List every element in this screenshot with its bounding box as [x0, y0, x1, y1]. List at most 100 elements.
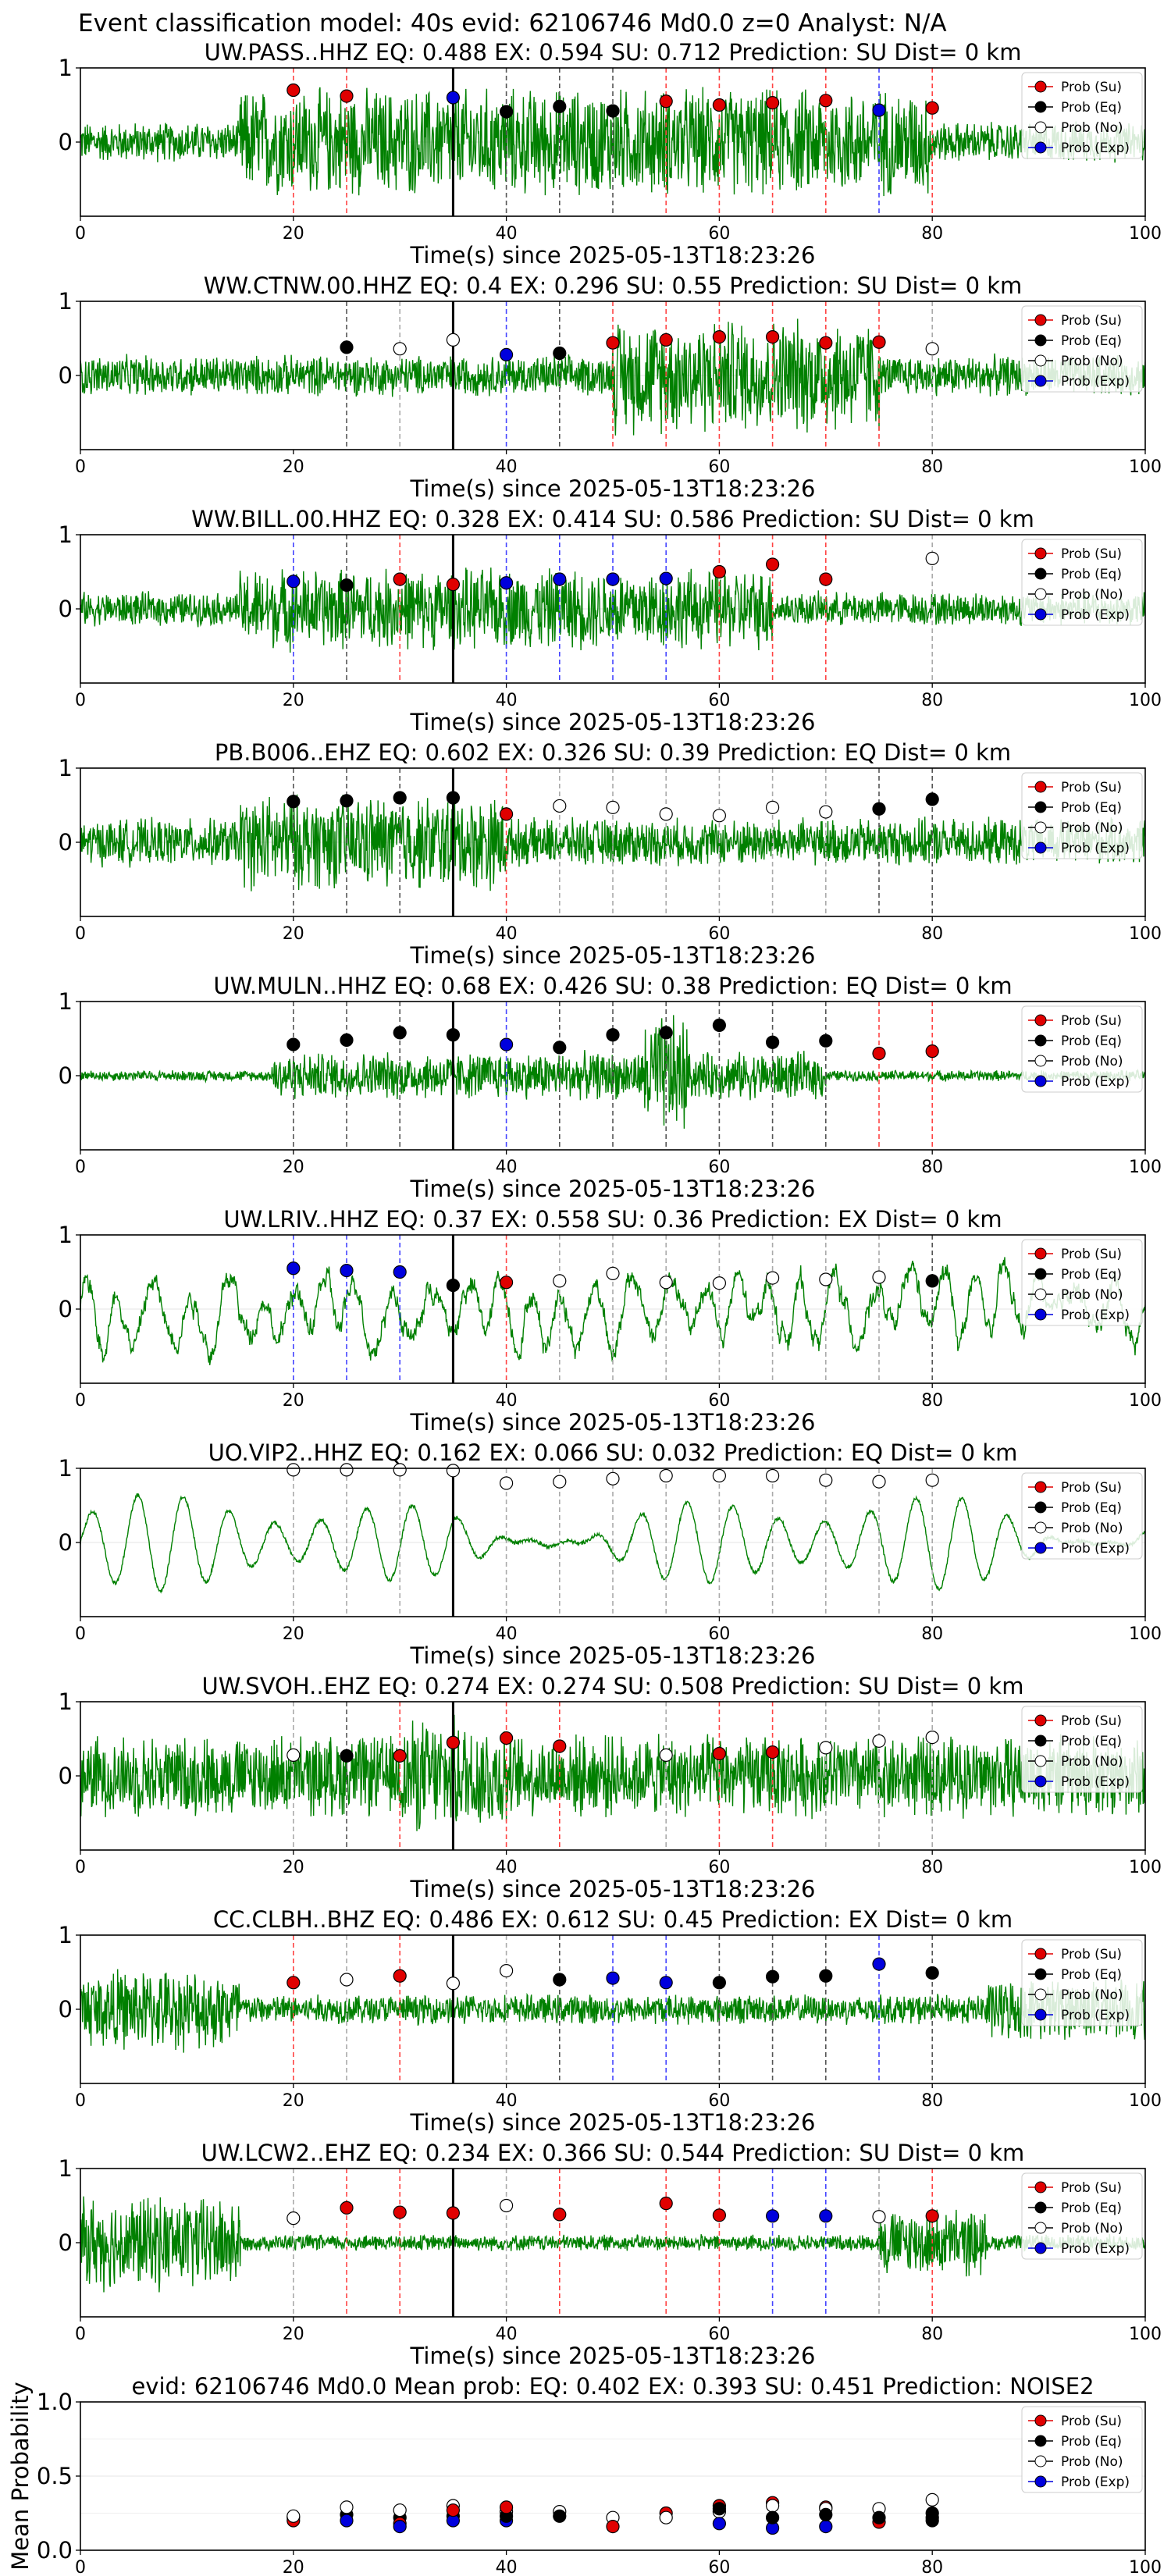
x-tick-label: 100	[1129, 2091, 1162, 2111]
prob-point-no	[819, 1272, 833, 1286]
panel-title: evid: 62106746 Md0.0 Mean prob: EQ: 0.40…	[131, 2373, 1094, 2400]
prob-point-no	[287, 1463, 301, 1477]
prob-point-no	[340, 1463, 354, 1477]
legend: Prob (Su) Prob (Eq) Prob (No) Prob (Exp)	[1021, 1239, 1143, 1326]
legend-marker-eq	[1034, 568, 1047, 580]
prob-point-eq	[393, 1026, 407, 1040]
prob-point-eq	[553, 2509, 567, 2523]
prob-point-no	[659, 807, 673, 821]
x-tick-label: 0	[75, 224, 86, 244]
legend-box	[1021, 1706, 1143, 1793]
legend-marker-exp	[1034, 141, 1047, 154]
legend-box	[1021, 305, 1143, 393]
legend-marker-exp	[1034, 1308, 1047, 1321]
legend-label-eq: Prob (Eq)	[1061, 2201, 1122, 2216]
x-tick-label: 0	[75, 2558, 86, 2576]
x-tick-label: 0	[75, 924, 86, 944]
legend-label-su: Prob (Su)	[1061, 80, 1122, 95]
prob-point-exp	[765, 2209, 780, 2223]
prob-point-eq	[393, 791, 407, 805]
plot-area	[80, 535, 1145, 683]
y-tick-label: 0	[59, 1763, 73, 1789]
x-tick-label: 60	[708, 1158, 730, 1177]
prob-point-su	[446, 578, 461, 592]
legend-box	[1021, 2406, 1143, 2493]
legend-marker-su	[1034, 1247, 1047, 1260]
panel-title: UW.LRIV..HHZ EQ: 0.37 EX: 0.558 SU: 0.36…	[223, 1206, 1002, 1233]
legend-marker-exp	[1034, 2008, 1047, 2021]
x-tick-label: 40	[496, 691, 518, 710]
y-tick-label: 1	[59, 988, 73, 1015]
x-tick-label: 60	[708, 224, 730, 244]
legend-marker-no	[1034, 2222, 1047, 2234]
x-tick-label: 40	[496, 1158, 518, 1177]
prob-point-no	[872, 1734, 886, 1748]
y-tick-label: 0	[59, 829, 73, 856]
legend: Prob (Su) Prob (Eq) Prob (No) Prob (Exp)	[1021, 539, 1143, 626]
prob-point-su	[712, 2208, 727, 2222]
prob-point-eq	[712, 1018, 727, 1033]
prob-point-su	[446, 2206, 461, 2220]
x-tick-label: 80	[921, 2091, 943, 2111]
legend-label-no: Prob (No)	[1061, 820, 1123, 836]
legend-marker-no	[1034, 2455, 1047, 2467]
legend-marker-eq	[1034, 1968, 1047, 1980]
legend-label-no: Prob (No)	[1061, 1754, 1123, 1770]
x-tick-label: 100	[1129, 1158, 1162, 1177]
prob-point-eq	[446, 1028, 461, 1042]
x-tick-label: 20	[283, 2091, 304, 2111]
prob-point-exp	[393, 2520, 407, 2534]
prob-point-exp	[446, 91, 461, 105]
prob-point-eq	[446, 1278, 461, 1293]
x-tick-label: 0	[75, 1158, 86, 1177]
legend-label-exp: Prob (Exp)	[1061, 2475, 1130, 2490]
prob-point-su	[446, 2503, 461, 2517]
legend-marker-exp	[1034, 375, 1047, 387]
x-tick-label: 80	[921, 1858, 943, 1877]
plot-area	[80, 1935, 1145, 2083]
panel-title: CC.CLBH..BHZ EQ: 0.486 EX: 0.612 SU: 0.4…	[213, 1906, 1013, 1933]
prob-point-no	[819, 1741, 833, 1755]
prob-point-no	[765, 2499, 780, 2513]
prob-point-no	[606, 800, 620, 814]
legend-label-exp: Prob (Exp)	[1061, 1774, 1130, 1790]
legend: Prob (Su) Prob (Eq) Prob (No) Prob (Exp)	[1021, 72, 1143, 159]
prob-point-exp	[553, 572, 567, 586]
panel-title: UW.LCW2..EHZ EQ: 0.234 EX: 0.366 SU: 0.5…	[201, 2140, 1025, 2166]
x-tick-label: 40	[496, 2325, 518, 2344]
legend-label-eq: Prob (Eq)	[1061, 333, 1122, 349]
prob-point-eq	[925, 1274, 939, 1288]
legend-label-su: Prob (Su)	[1061, 780, 1122, 795]
prob-point-no	[340, 1973, 354, 1987]
prob-point-su	[765, 330, 780, 344]
x-tick-label: 40	[496, 2558, 518, 2576]
x-tick-label: 20	[283, 1158, 304, 1177]
legend-label-su: Prob (Su)	[1061, 1713, 1122, 1729]
legend-label-su: Prob (Su)	[1061, 546, 1122, 562]
prob-point-su	[340, 89, 354, 103]
prob-point-su	[287, 83, 301, 98]
legend-marker-eq	[1034, 1268, 1047, 1280]
legend-marker-su	[1034, 781, 1047, 793]
x-tick-label: 40	[496, 457, 518, 477]
prob-point-su	[712, 330, 727, 344]
prob-point-eq	[925, 792, 939, 806]
prob-point-no	[925, 1473, 939, 1487]
prob-point-eq	[765, 2510, 780, 2524]
prob-point-eq	[765, 1969, 780, 1984]
prob-point-su	[393, 1969, 407, 1983]
prob-point-exp	[819, 2520, 833, 2534]
prob-point-su	[872, 1046, 886, 1061]
prob-point-exp	[340, 2514, 354, 2528]
x-tick-label: 80	[921, 924, 943, 944]
x-tick-label: 0	[75, 2091, 86, 2111]
x-tick-label: 0	[75, 1391, 86, 1411]
legend-label-eq: Prob (Eq)	[1061, 1267, 1122, 1283]
x-tick-label: 60	[708, 691, 730, 710]
prob-point-su	[925, 2209, 939, 2223]
legend-label-exp: Prob (Exp)	[1061, 841, 1130, 856]
prob-point-no	[446, 333, 461, 347]
prob-point-su	[659, 333, 673, 347]
legend-marker-exp	[1034, 1775, 1047, 1788]
prob-point-eq	[712, 2502, 727, 2516]
